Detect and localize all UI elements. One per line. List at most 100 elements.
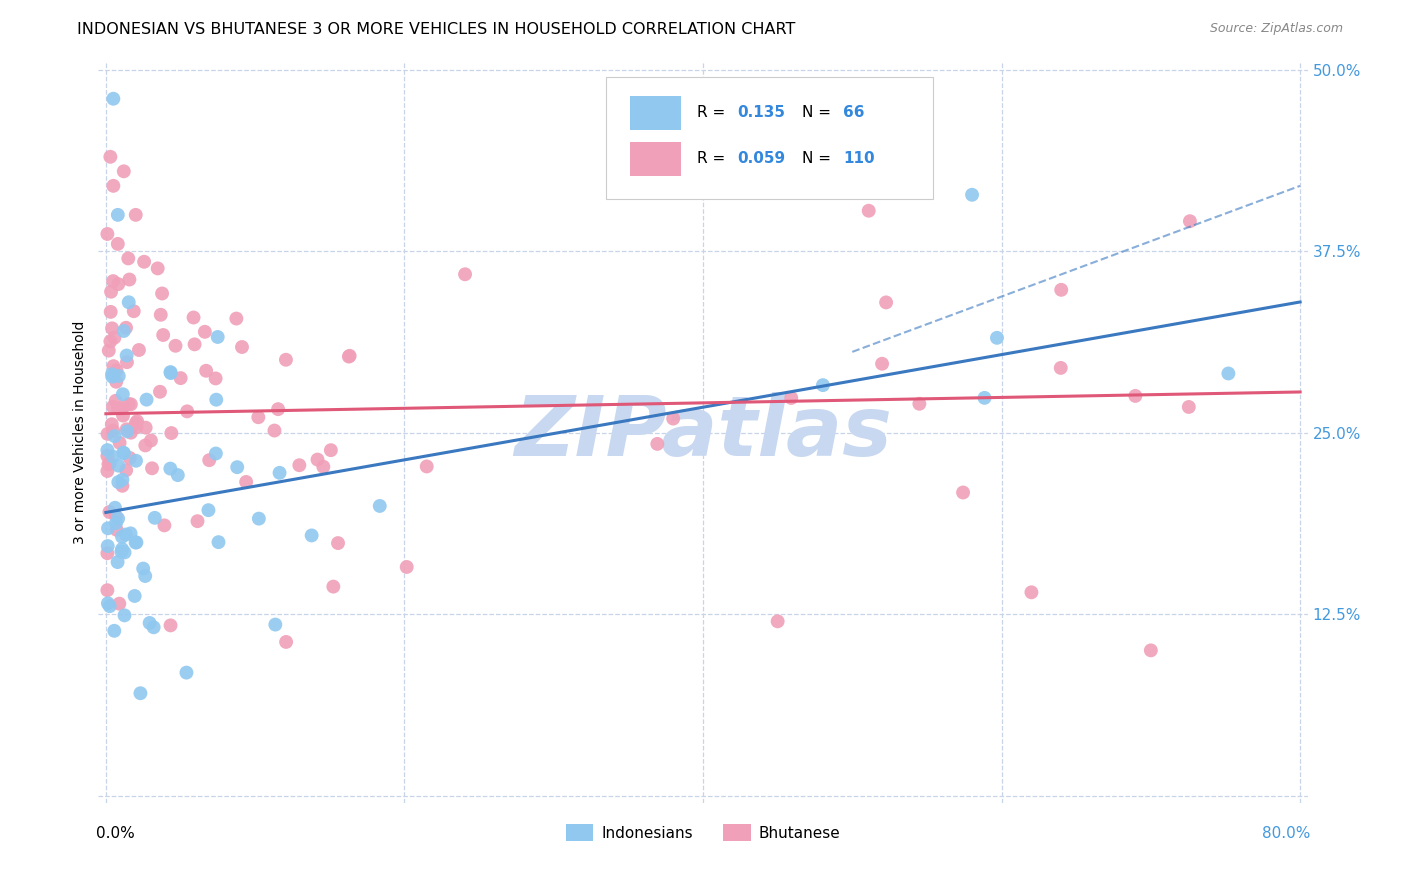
- Point: [159, 618, 181, 632]
- Point: [96, 426, 118, 441]
- Point: [319, 443, 342, 458]
- Point: [96, 546, 118, 560]
- Point: [150, 286, 173, 301]
- Point: [811, 378, 834, 392]
- FancyBboxPatch shape: [630, 95, 682, 130]
- Point: [101, 368, 124, 382]
- Point: [97, 343, 120, 358]
- Point: [274, 352, 297, 367]
- Point: [110, 544, 132, 558]
- Point: [263, 424, 285, 438]
- Point: [112, 445, 135, 459]
- Point: [105, 375, 128, 389]
- Point: [104, 500, 127, 515]
- Point: [96, 583, 118, 598]
- Point: [169, 371, 191, 385]
- Point: [1140, 643, 1163, 657]
- Point: [142, 620, 165, 634]
- Point: [205, 392, 228, 407]
- Point: [107, 511, 129, 525]
- Point: [120, 397, 142, 411]
- Point: [111, 473, 134, 487]
- Text: R =: R =: [697, 151, 730, 166]
- Point: [125, 416, 148, 430]
- Point: [183, 337, 205, 351]
- Point: [416, 459, 439, 474]
- Point: [103, 92, 125, 106]
- Point: [101, 321, 124, 335]
- Point: [107, 277, 129, 292]
- Point: [973, 391, 995, 405]
- Point: [194, 325, 217, 339]
- Point: [264, 617, 287, 632]
- Point: [1049, 360, 1071, 375]
- Point: [124, 535, 146, 549]
- Point: [125, 454, 148, 468]
- Point: [125, 535, 148, 549]
- Point: [1178, 400, 1201, 414]
- Point: [110, 401, 132, 416]
- Point: [118, 272, 141, 286]
- Point: [135, 392, 157, 407]
- Point: [149, 384, 172, 399]
- Point: [207, 535, 229, 549]
- Point: [952, 485, 974, 500]
- Point: [231, 340, 253, 354]
- Text: 0.135: 0.135: [737, 105, 785, 120]
- Text: Source: ZipAtlas.com: Source: ZipAtlas.com: [1209, 22, 1343, 36]
- Point: [307, 452, 329, 467]
- Point: [143, 511, 166, 525]
- Point: [98, 150, 121, 164]
- Point: [115, 355, 138, 369]
- Point: [97, 596, 120, 610]
- Point: [120, 425, 142, 440]
- Point: [107, 208, 129, 222]
- Point: [139, 434, 162, 448]
- Point: [960, 187, 983, 202]
- Point: [647, 437, 669, 451]
- Point: [104, 393, 127, 408]
- Point: [1021, 585, 1043, 599]
- Point: [103, 178, 125, 193]
- Text: N =: N =: [803, 105, 837, 120]
- Point: [662, 411, 685, 425]
- Point: [176, 404, 198, 418]
- Point: [267, 402, 290, 417]
- Point: [117, 397, 139, 411]
- Point: [247, 511, 270, 525]
- Point: [870, 357, 893, 371]
- Point: [112, 409, 135, 423]
- Point: [908, 397, 931, 411]
- Point: [100, 285, 122, 299]
- Point: [274, 635, 297, 649]
- Point: [112, 324, 135, 338]
- Point: [766, 615, 789, 629]
- Point: [96, 227, 118, 241]
- Point: [125, 420, 148, 434]
- Point: [96, 449, 118, 463]
- Point: [198, 453, 221, 467]
- Point: [152, 328, 174, 343]
- Y-axis label: 3 or more Vehicles in Household: 3 or more Vehicles in Household: [73, 321, 87, 544]
- Point: [115, 422, 138, 436]
- Point: [207, 330, 229, 344]
- Point: [128, 343, 150, 357]
- Point: [337, 350, 360, 364]
- Point: [107, 236, 129, 251]
- Text: INDONESIAN VS BHUTANESE 3 OR MORE VEHICLES IN HOUSEHOLD CORRELATION CHART: INDONESIAN VS BHUTANESE 3 OR MORE VEHICL…: [77, 22, 796, 37]
- Point: [186, 514, 208, 528]
- Point: [127, 414, 149, 428]
- Point: [111, 530, 134, 544]
- Point: [141, 461, 163, 475]
- Point: [112, 446, 135, 460]
- Point: [97, 521, 120, 535]
- Point: [454, 267, 477, 281]
- Point: [101, 417, 124, 432]
- Point: [115, 349, 138, 363]
- Point: [105, 363, 128, 377]
- Point: [195, 364, 218, 378]
- Point: [875, 295, 897, 310]
- Point: [115, 320, 138, 334]
- Point: [105, 516, 128, 530]
- Point: [105, 523, 128, 537]
